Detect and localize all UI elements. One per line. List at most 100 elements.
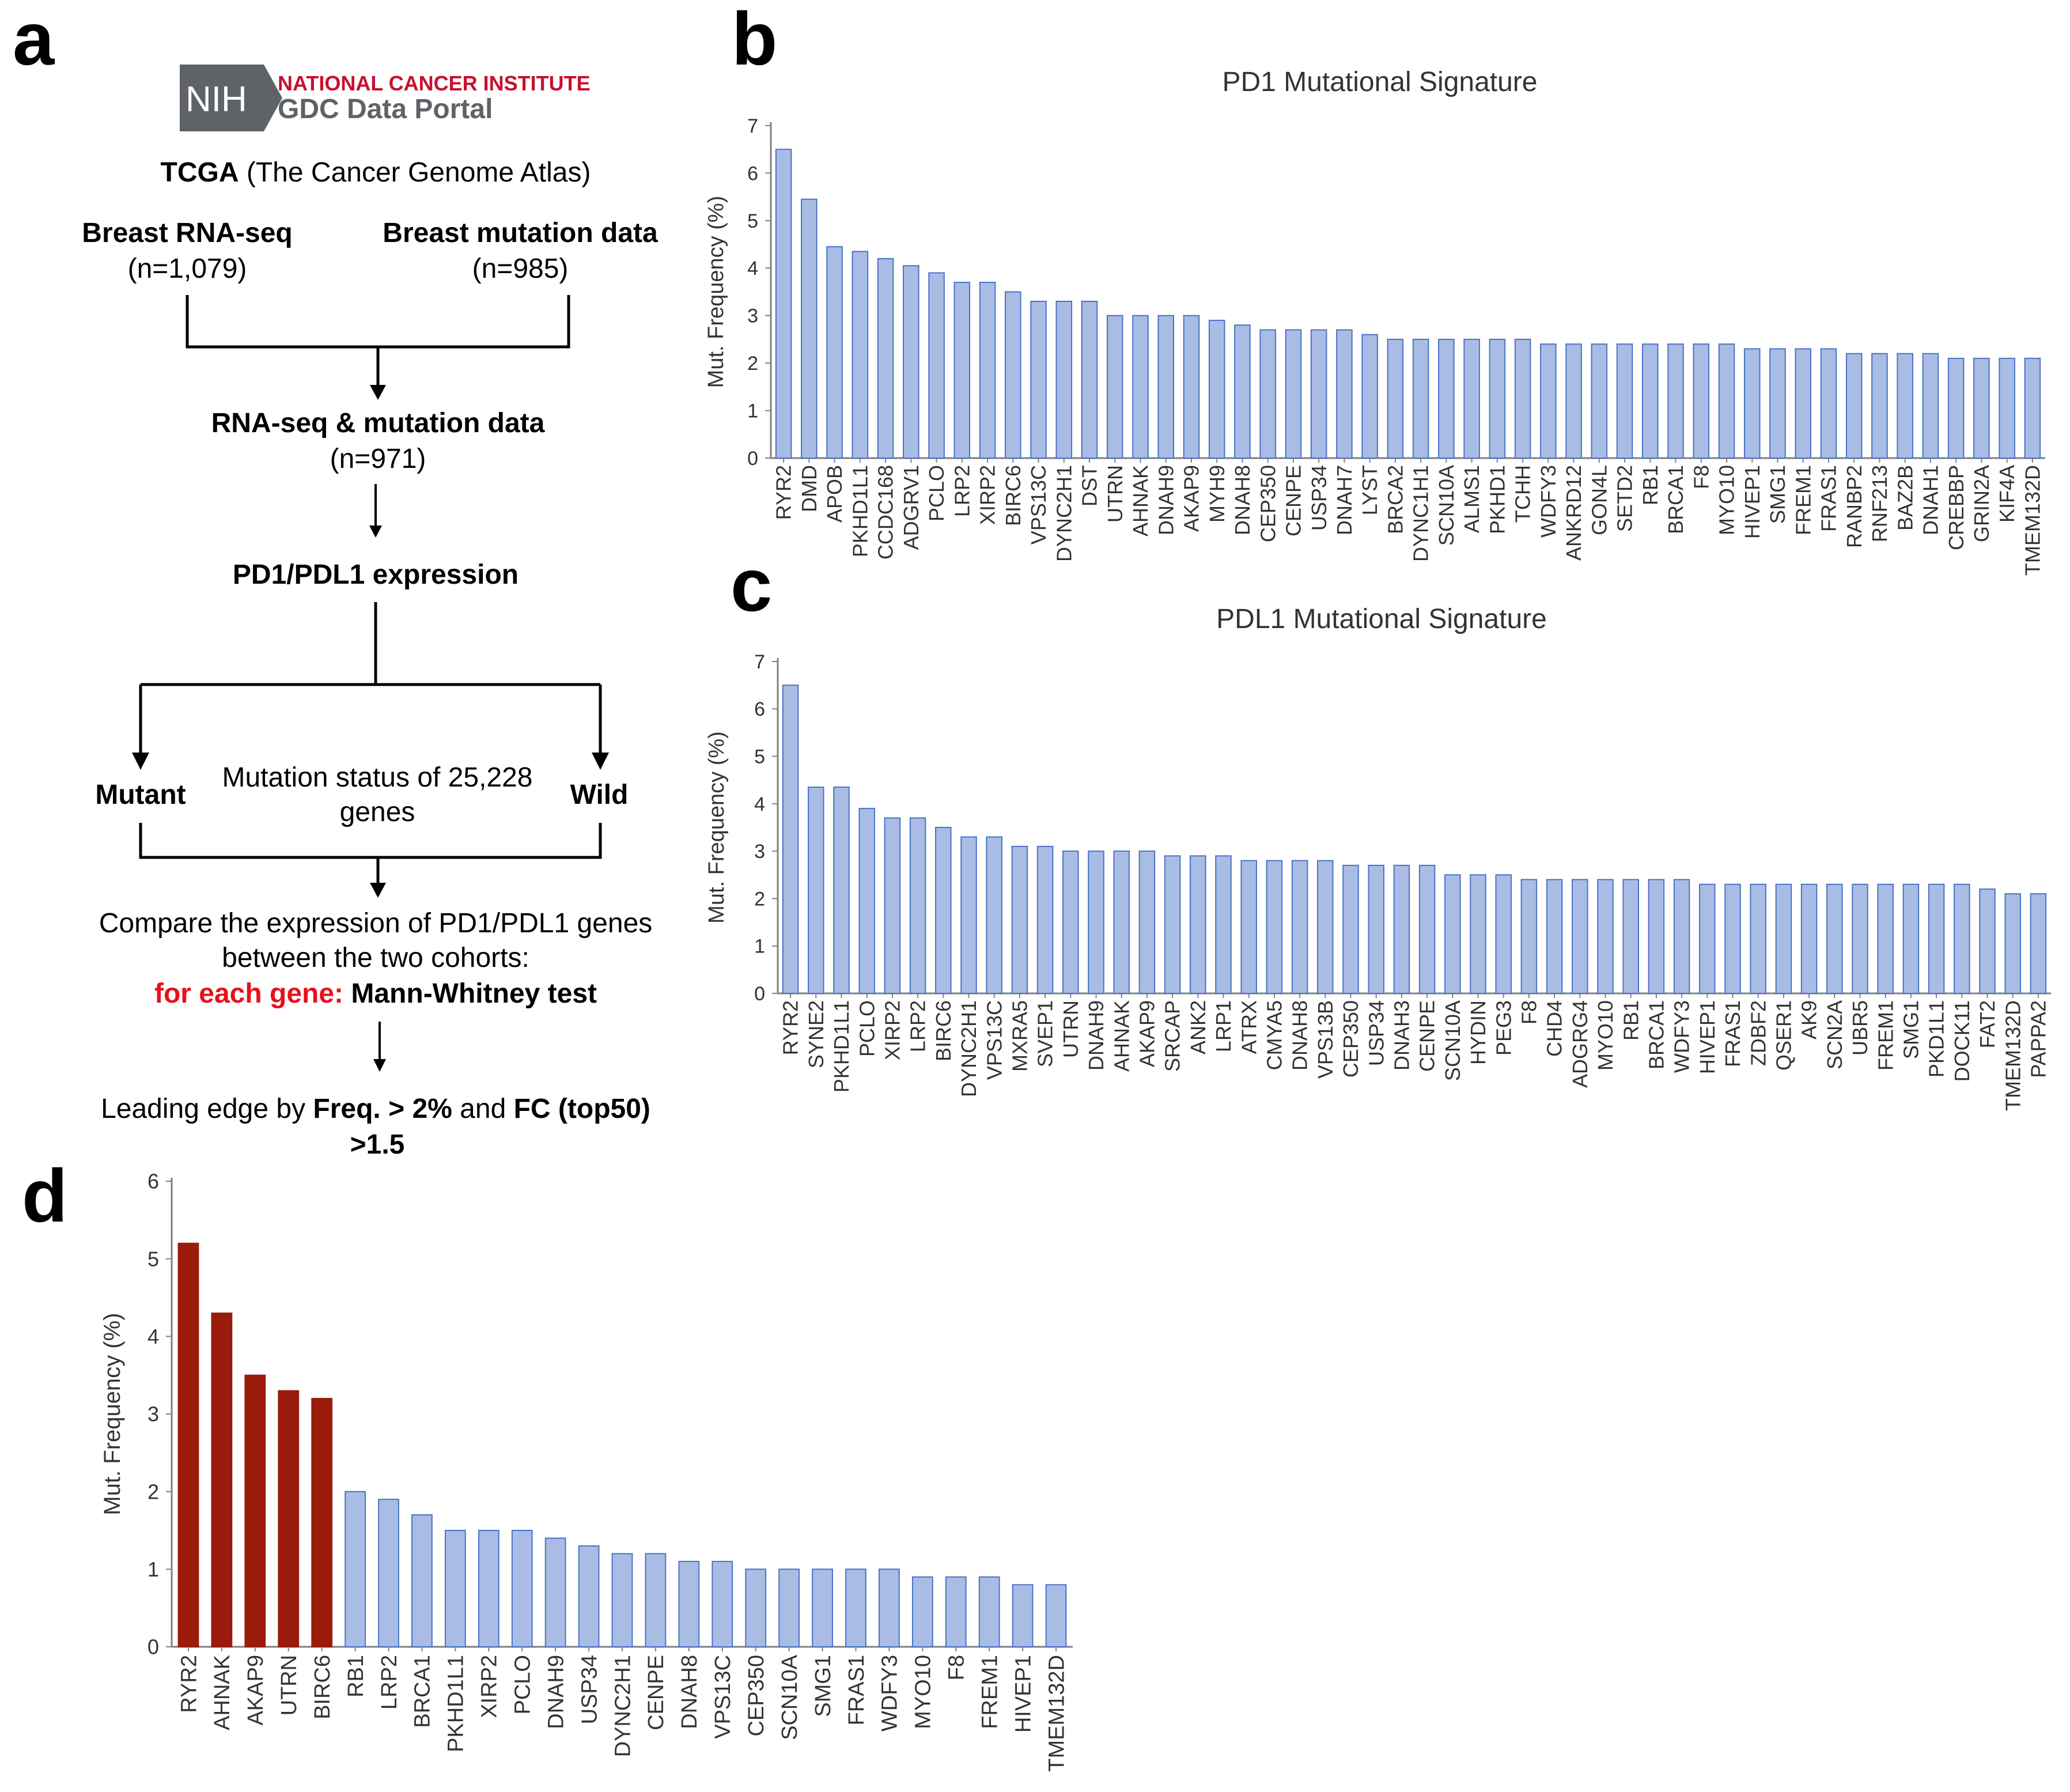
x-tick-label: FAT2	[1976, 1000, 1999, 1048]
bar-utrn	[278, 1390, 300, 1648]
x-tick-label: CMYA5	[1263, 1000, 1286, 1070]
x-tick-label: ATRX	[1237, 1000, 1261, 1054]
bar-adgrv1	[903, 265, 919, 459]
bar-tmem132d	[2004, 893, 2021, 994]
bar-fat2	[1979, 888, 1996, 994]
chart-b-pd1-signature: PD1 Mutational Signature 0 1 2 3 4 5 6 7 Mut. Fre…	[704, 67, 2045, 576]
bar-myo10	[911, 1576, 933, 1648]
y-tick-label: 2	[754, 888, 765, 910]
y-tick-label: 6	[147, 1170, 159, 1193]
x-tick-label: TMEM132D	[2001, 1000, 2024, 1111]
bar-dst	[1081, 300, 1098, 459]
x-tick-label: UTRN	[1059, 1000, 1083, 1058]
bar-vps13c	[712, 1560, 733, 1648]
bar-rb1	[1622, 879, 1639, 994]
bar-zdbf2	[1750, 883, 1766, 994]
x-tick-label: DYNC1H1	[1409, 465, 1433, 562]
panel-label-d: d	[22, 1154, 67, 1238]
bar-ahnak	[1132, 315, 1149, 459]
chart-c-title: PDL1 Mutational Signature	[1216, 604, 1547, 634]
bar-ryr2	[775, 149, 792, 459]
bar-ryr2	[177, 1242, 199, 1648]
bar-rb1	[1642, 343, 1659, 459]
y-tick-label: 4	[754, 793, 765, 815]
bar-birc6	[1005, 291, 1021, 459]
bar-crebbp	[1947, 357, 1965, 459]
y-tick-label: 0	[147, 1635, 159, 1659]
combined-count: (n=971)	[330, 444, 426, 474]
bar-baz2b	[1897, 353, 1913, 459]
nih-logo-mark	[180, 65, 282, 131]
bar-f8	[945, 1576, 967, 1648]
x-tick-label: SETD2	[1613, 465, 1637, 532]
bar-ank2	[1190, 855, 1206, 995]
bar-tmem132d	[1045, 1584, 1067, 1647]
x-tick-label: FREM1	[978, 1655, 1002, 1729]
bar-pclo	[928, 272, 945, 459]
bar-setd2	[1616, 343, 1633, 459]
x-tick-label: XIRP2	[881, 1000, 905, 1060]
x-tick-label: FRAS1	[1817, 465, 1841, 532]
bar-birc6	[311, 1398, 333, 1647]
bar-syne2	[808, 787, 824, 994]
bar-ahnak	[211, 1312, 233, 1647]
bar-dock11	[1954, 883, 1970, 994]
x-tick-label: HIVEP1	[1011, 1655, 1035, 1733]
bar-adgrg4	[1572, 879, 1588, 994]
x-tick-label: DNAH7	[1333, 465, 1356, 535]
x-tick-label: RYR2	[772, 465, 796, 520]
bar-dync2h1	[1055, 300, 1073, 459]
x-tick-label: DNAH1	[1919, 465, 1943, 535]
bar-brca1	[1648, 879, 1665, 994]
mutation-data-count: (n=985)	[472, 254, 569, 284]
x-tick-label: AHNAK	[210, 1655, 234, 1730]
and-text: and	[452, 1094, 514, 1124]
fc-threshold: >1.5	[350, 1129, 405, 1160]
bar-ryr2	[782, 685, 799, 994]
freq-criterion: Freq. > 2%	[313, 1094, 452, 1124]
x-tick-label: CREBBP	[1944, 465, 1968, 550]
x-tick-label: CENPE	[644, 1655, 668, 1730]
mutation-status-line1: Mutation status of 25,228	[222, 762, 532, 793]
bar-rnf213	[1871, 353, 1888, 459]
bar-pappa2	[2030, 893, 2047, 994]
x-tick-label: QSER1	[1772, 1000, 1796, 1071]
x-tick-label: WDFY3	[1537, 465, 1560, 538]
bar-dnah9	[544, 1537, 566, 1647]
x-tick-label: APOB	[823, 465, 846, 523]
x-tick-label: RNF213	[1868, 465, 1891, 542]
bar-srcap	[1164, 855, 1181, 995]
bar-smg1	[812, 1568, 833, 1647]
panel-label-a: a	[13, 0, 55, 81]
tcga-bold: TCGA	[161, 157, 239, 188]
bar-wdfy3	[879, 1568, 900, 1647]
x-tick-label: PKD1L1	[1925, 1000, 1948, 1078]
x-tick-label: CEP350	[1339, 1000, 1363, 1078]
x-tick-label: ALMS1	[1460, 465, 1484, 533]
y-tick-label: 3	[747, 305, 758, 327]
x-tick-label: KIF4A	[1995, 465, 2019, 523]
panel-label-c: c	[731, 543, 772, 627]
bar-myo10	[1597, 879, 1614, 994]
bar-frem1	[978, 1576, 1000, 1648]
rna-seq-count: (n=1,079)	[128, 254, 247, 284]
x-tick-label: AHNAK	[1110, 1000, 1133, 1072]
y-tick-label: 3	[754, 841, 765, 863]
bar-fras1	[1820, 348, 1837, 459]
bar-dync1h1	[1412, 338, 1429, 459]
x-tick-label: CEP350	[1256, 465, 1280, 542]
bar-f8	[1693, 343, 1710, 459]
x-tick-label: LRP2	[950, 465, 974, 517]
x-tick-label: BRCA1	[1645, 1000, 1668, 1069]
mutation-status-line2: genes	[340, 797, 415, 827]
x-tick-label: DNAH8	[1231, 465, 1254, 535]
y-tick-label: 2	[147, 1480, 159, 1503]
x-tick-label: RB1	[1638, 465, 1662, 505]
x-tick-label: XIRP2	[976, 465, 1000, 525]
x-tick-label: AKAP9	[1136, 1000, 1159, 1067]
bar-scn10a	[1444, 874, 1461, 995]
bar-lrp2	[378, 1499, 399, 1647]
bar-cenpe	[1285, 329, 1302, 459]
x-tick-label: SMG1	[1899, 1000, 1923, 1059]
